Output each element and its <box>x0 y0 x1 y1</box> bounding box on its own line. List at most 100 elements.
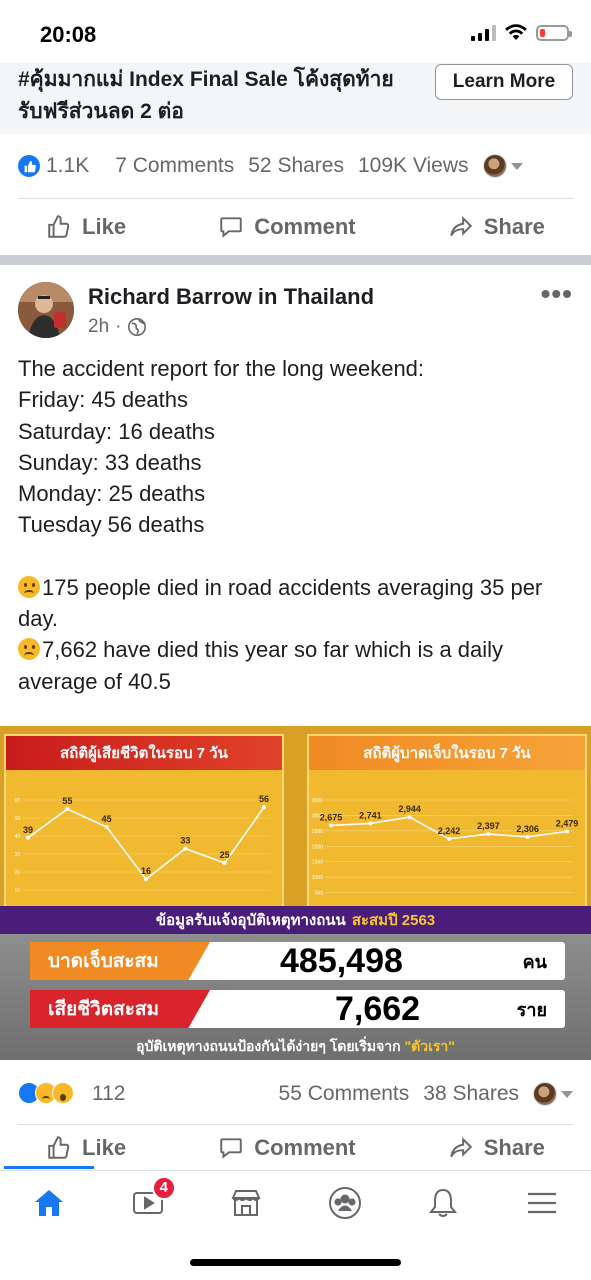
slogan: อุบัติเหตุทางถนนป้องกันได้ง่ายๆ โดยเริ่ม… <box>0 1036 591 1058</box>
post-image-infographic[interactable]: สถิติผู้เสียชีวิตในรอบ 7 วัน 01020304050… <box>0 726 591 1060</box>
ad-like-button[interactable]: Like <box>46 214 126 240</box>
dead-unit: ราย <box>516 999 547 1020</box>
data-label: 25 <box>220 850 230 860</box>
share-icon <box>450 1136 472 1158</box>
like-label: Like <box>82 1135 127 1160</box>
ad-reaction-count[interactable]: 1.1K <box>46 154 90 177</box>
injuries-line-chart: 05001000150020002500300035002,67501/07/2… <box>312 798 579 919</box>
post-shares-count[interactable]: 38 Shares <box>423 1082 519 1105</box>
ad-comments-count[interactable]: 7 Comments <box>115 154 235 177</box>
y-tick-label: 30 <box>14 852 20 858</box>
injuries-chart-title: สถิติผู้บาดเจ็บในรอบ 7 วัน <box>309 736 585 770</box>
post-time[interactable]: 2h <box>88 316 110 337</box>
strip-text: ข้อมูลรับแจ้งอุบัติเหตุทางถนน <box>155 912 346 929</box>
deaths-chart-panel: สถิติผู้เสียชีวิตในรอบ 7 วัน 01020304050… <box>4 734 284 930</box>
post-author[interactable]: Richard Barrow in Thailand <box>88 284 375 309</box>
more-options-icon[interactable]: ••• <box>540 278 573 309</box>
marketplace-icon <box>231 1189 261 1216</box>
post-comment-button[interactable]: Comment <box>218 1135 356 1161</box>
status-time: 20:08 <box>40 22 97 47</box>
post-line: Friday: 45 deaths <box>18 387 188 413</box>
post-meta: 2h · <box>88 316 147 338</box>
share-label: Share <box>483 1135 545 1160</box>
data-point <box>525 834 530 839</box>
data-label: 33 <box>180 836 190 846</box>
data-label: 2,242 <box>438 826 461 836</box>
data-label: 55 <box>62 796 72 806</box>
tab-watch[interactable]: 4 <box>118 1175 178 1228</box>
data-label: 16 <box>141 866 151 876</box>
post-line <box>18 541 578 572</box>
tab-marketplace[interactable] <box>216 1178 276 1228</box>
feed-separator <box>0 255 591 265</box>
deaths-chart-title: สถิติผู้เสียชีวิตในรอบ 7 วัน <box>6 736 282 770</box>
y-tick-label: 40 <box>14 834 20 840</box>
ad-comment-button[interactable]: Comment <box>218 214 356 240</box>
data-point <box>407 815 412 820</box>
y-tick-label: 2500 <box>312 829 323 835</box>
data-point <box>329 823 333 828</box>
dead-stat-box: เสียชีวิตสะสม 7,662 ราย <box>30 990 565 1028</box>
data-point <box>183 846 188 851</box>
viewer-avatar[interactable] <box>482 154 507 178</box>
data-point <box>144 877 148 882</box>
watch-notification-badge: 4 <box>151 1175 176 1200</box>
cumulative-info-strip: ข้อมูลรับแจ้งอุบัติเหตุทางถนน สะสมปี 256… <box>0 906 591 934</box>
y-tick-label: 1000 <box>312 875 323 881</box>
y-tick-label: 10 <box>14 888 20 894</box>
post-action-bar: Like Comment Share <box>0 1126 591 1170</box>
strip-highlight: สะสมปี 2563 <box>351 912 436 929</box>
tab-groups[interactable] <box>315 1178 375 1228</box>
y-tick-label: 500 <box>315 891 324 897</box>
dead-value: 7,662 <box>335 989 421 1028</box>
data-label: 2,397 <box>477 821 500 831</box>
data-point <box>368 821 373 826</box>
post-line: Tuesday 56 deaths <box>18 512 205 538</box>
sponsored-ad-card[interactable]: #คุ้มมากแม่ Index Final Sale โค้งสุดท้าย… <box>0 62 591 134</box>
comment-icon <box>220 217 242 238</box>
post-line: Monday: 25 deaths <box>18 481 206 507</box>
viewer-selector[interactable] <box>533 1082 573 1106</box>
data-point <box>65 807 70 811</box>
chevron-down-icon[interactable] <box>510 162 523 170</box>
meta-separator: · <box>115 316 122 337</box>
data-label: 39 <box>23 825 33 835</box>
share-label: Share <box>483 214 545 239</box>
sad-face-icon <box>18 575 40 598</box>
tab-home[interactable] <box>19 1178 79 1228</box>
deaths-line-chart: 01020304050603901/07/205502/07/204503/07… <box>14 794 274 919</box>
y-tick-label: 3500 <box>312 798 323 804</box>
data-label: 56 <box>259 794 269 804</box>
post-share-button[interactable]: Share <box>448 1135 545 1161</box>
ad-action-bar: Like Comment Share <box>0 199 591 255</box>
wow-reaction-icon <box>52 1082 74 1104</box>
reaction-icons[interactable] <box>18 1082 74 1104</box>
post-summary-2: 7,662 have died this year so far which i… <box>18 634 578 697</box>
post-comments-count[interactable]: 55 Comments <box>278 1082 410 1105</box>
tab-menu[interactable] <box>512 1178 572 1228</box>
wifi-icon <box>505 24 527 40</box>
ad-shares-count[interactable]: 52 Shares <box>248 154 344 177</box>
data-point <box>447 836 451 841</box>
data-point <box>565 829 569 834</box>
y-tick-label: 20 <box>14 870 20 876</box>
data-label: 2,479 <box>556 819 579 829</box>
active-tab-indicator <box>4 1166 94 1169</box>
post-line: Sunday: 33 deaths <box>18 449 202 475</box>
post-engagement-row: 112 55 Comments 38 Shares <box>0 1062 591 1124</box>
ad-share-button[interactable]: Share <box>448 214 545 240</box>
learn-more-button[interactable]: Learn More <box>435 64 573 100</box>
injured-label: บาดเจ็บสะสม <box>30 942 210 980</box>
injured-stat-box: บาดเจ็บสะสม 485,498 คน <box>30 942 565 980</box>
data-label: 45 <box>102 814 112 824</box>
author-avatar[interactable] <box>18 282 74 338</box>
chevron-down-icon <box>561 1090 573 1098</box>
tab-notifications[interactable] <box>413 1178 473 1228</box>
like-reaction-icon <box>18 155 40 177</box>
data-label: 2,306 <box>516 824 539 834</box>
comment-icon <box>220 1138 242 1159</box>
post-reaction-count[interactable]: 112 <box>92 1082 126 1105</box>
post-like-button[interactable]: Like <box>46 1135 126 1161</box>
viewer-avatar <box>533 1082 557 1106</box>
summary-1-text: 175 people died in road accidents averag… <box>18 574 543 632</box>
